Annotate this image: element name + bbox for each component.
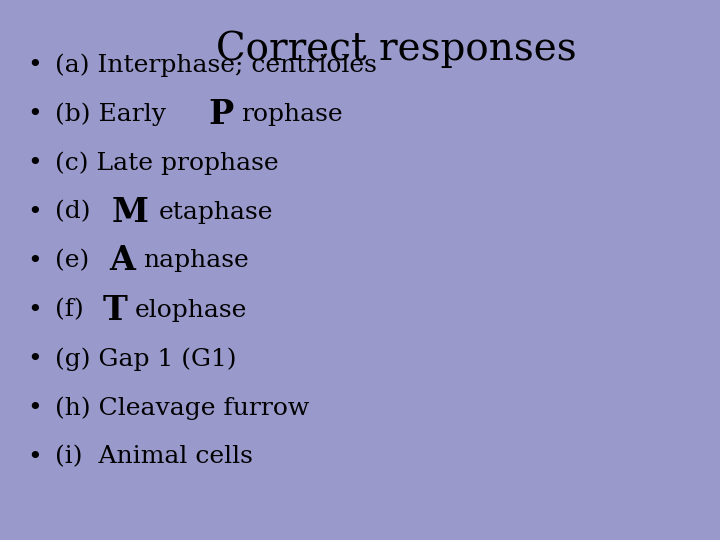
Text: M: M	[111, 195, 148, 228]
Text: (h) Cleavage furrow: (h) Cleavage furrow	[55, 396, 310, 420]
Text: •: •	[27, 445, 42, 469]
Text: •: •	[27, 396, 42, 420]
Text: •: •	[27, 200, 42, 224]
Text: •: •	[27, 347, 42, 371]
Text: •: •	[27, 53, 42, 77]
Text: rophase: rophase	[241, 103, 343, 125]
Text: naphase: naphase	[143, 249, 248, 273]
Text: •: •	[27, 151, 42, 175]
Text: (c) Late prophase: (c) Late prophase	[55, 151, 279, 175]
Text: (d): (d)	[55, 200, 99, 224]
Text: •: •	[27, 102, 42, 126]
Text: •: •	[27, 298, 42, 322]
Text: Correct responses: Correct responses	[216, 30, 576, 68]
Text: (b) Early: (b) Early	[55, 102, 174, 126]
Text: •: •	[27, 249, 42, 273]
Text: elophase: elophase	[135, 299, 247, 321]
Text: P: P	[209, 98, 234, 131]
Text: (e): (e)	[55, 249, 97, 273]
Text: (i)  Animal cells: (i) Animal cells	[55, 446, 253, 469]
Text: T: T	[102, 294, 127, 327]
Text: (a) Interphase; centrioles: (a) Interphase; centrioles	[55, 53, 377, 77]
Text: (g) Gap 1 (G1): (g) Gap 1 (G1)	[55, 347, 236, 371]
Text: etaphase: etaphase	[159, 200, 274, 224]
Text: (f): (f)	[55, 299, 91, 321]
Text: A: A	[109, 245, 135, 278]
